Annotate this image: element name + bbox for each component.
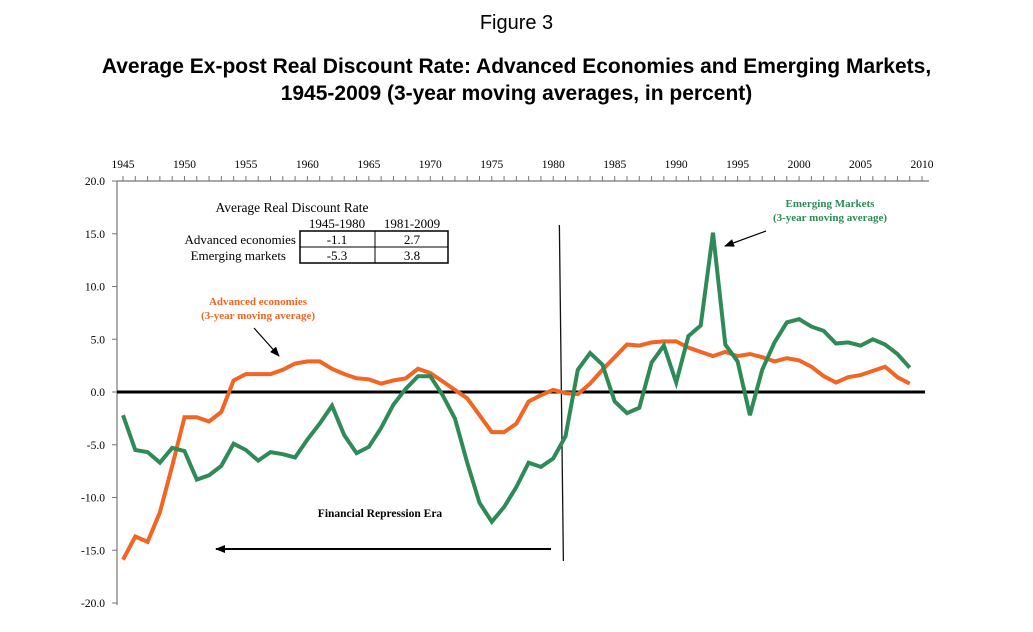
x-tick-label: 1975 xyxy=(480,159,503,171)
x-tick-label: 1955 xyxy=(234,159,257,171)
emerging-markets-arrow xyxy=(724,230,767,247)
x-tick-label: 2010 xyxy=(911,159,934,171)
advanced-economies-arrow xyxy=(253,327,280,357)
summary-table-title: Average Real Discount Rate xyxy=(215,200,368,215)
x-tick-label: 1965 xyxy=(357,159,380,171)
chart-title-line2: 1945-2009 (3-year moving averages, in pe… xyxy=(280,82,753,105)
x-tick-label: 2005 xyxy=(849,159,872,171)
x-tick-label: 2000 xyxy=(788,159,811,171)
emerging-markets-label: Emerging Markets xyxy=(786,198,876,210)
series-advanced-economies xyxy=(121,339,911,561)
x-tick-label: 1995 xyxy=(726,159,749,171)
summary-table: Average Real Discount Rate 1945-1980 198… xyxy=(184,200,449,264)
summary-table-col-2: 1981-2009 xyxy=(384,216,440,231)
x-tick-label: 1945 xyxy=(112,159,135,171)
x-axis-ticks: 1945 1950 1955 1960 1965 1970 1975 1980 1985 1990… xyxy=(112,159,934,181)
y-tick-label: 15.0 xyxy=(85,229,105,241)
x-tick-label: 1950 xyxy=(173,159,196,171)
series-line-advanced-economies xyxy=(121,339,911,561)
summary-table-row-1-label: Advanced economies xyxy=(184,232,296,247)
summary-table-col-1: 1945-1980 xyxy=(309,216,365,231)
y-tick-label: 20.0 xyxy=(85,176,105,188)
y-tick-label: -20.0 xyxy=(81,598,105,610)
advanced-economies-sublabel: (3-year moving average) xyxy=(201,310,315,322)
chart-title: Average Ex-post Real Discount Rate: Adva… xyxy=(0,53,1033,107)
y-axis-ticks: 20.0 15.0 10.0 5.0 0.0 -5.0 -10.0 -15.0 -20.0 xyxy=(81,176,117,610)
y-tick-label: -5.0 xyxy=(87,440,105,452)
series-line-emerging-markets xyxy=(121,232,912,526)
y-tick-label: -10.0 xyxy=(81,493,105,505)
x-tick-label: 1990 xyxy=(665,159,688,171)
chart-title-line1: Average Ex-post Real Discount Rate: Adva… xyxy=(101,55,932,78)
summary-table-row-1-val-2: 2.7 xyxy=(404,232,421,247)
emerging-markets-sublabel: (3-year moving average) xyxy=(773,212,887,224)
financial-repression-era-label: Financial Repression Era xyxy=(318,508,443,520)
x-tick-label: 1980 xyxy=(542,159,565,171)
series-group xyxy=(121,232,912,561)
x-tick-label: 1960 xyxy=(296,159,319,171)
summary-table-row-2-label: Emerging markets xyxy=(191,248,286,263)
x-tick-label: 1970 xyxy=(419,159,442,171)
y-tick-label: 10.0 xyxy=(85,282,105,294)
y-tick-label: -15.0 xyxy=(81,545,105,557)
summary-table-row-1-val-1: -1.1 xyxy=(327,232,348,247)
figure-label: Figure 3 xyxy=(479,12,554,34)
x-tick-label: 1985 xyxy=(603,159,626,171)
summary-table-row-2-val-2: 3.8 xyxy=(404,248,420,263)
y-tick-label: 0.0 xyxy=(91,387,106,399)
summary-table-row-2-val-1: -5.3 xyxy=(327,248,348,263)
series-emerging-markets xyxy=(121,232,912,526)
y-tick-label: 5.0 xyxy=(91,334,106,346)
advanced-economies-label: Advanced economies xyxy=(209,296,308,308)
